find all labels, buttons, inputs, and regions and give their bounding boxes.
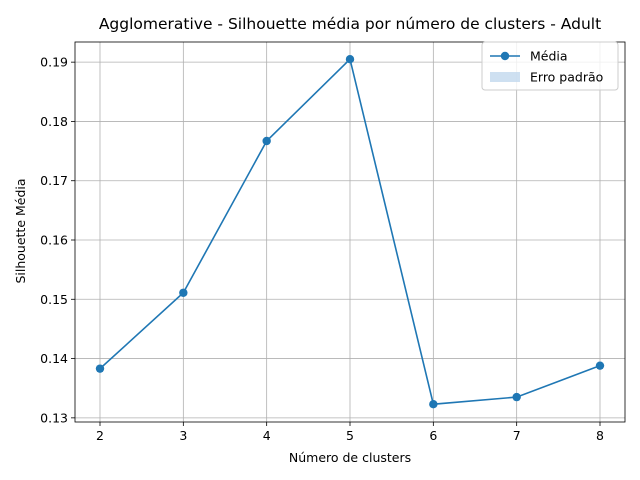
legend-patch-swatch (490, 72, 520, 82)
y-tick-label: 0.18 (40, 114, 68, 129)
y-tick-label: 0.19 (40, 55, 68, 70)
y-tick-label: 0.13 (40, 410, 68, 425)
x-tick-label: 6 (429, 428, 437, 443)
x-tick-label: 4 (263, 428, 271, 443)
data-point (512, 392, 521, 402)
legend-marker-swatch (500, 51, 510, 61)
y-tick-label: 0.16 (40, 233, 68, 248)
data-point (95, 364, 105, 373)
x-tick-label: 7 (513, 428, 521, 443)
y-tick-label: 0.14 (40, 351, 68, 366)
legend: Média Erro padrão (481, 41, 619, 91)
x-tick-label: 5 (346, 428, 354, 443)
data-point (179, 288, 188, 297)
data-point (262, 136, 271, 146)
data-point (595, 361, 605, 370)
legend-label-media: Média (530, 49, 568, 64)
y-tick-label: 0.15 (40, 292, 68, 307)
y-tick-label: 0.17 (40, 173, 68, 188)
ticks: 2 3 4 5 6 7 8 0.13 0.14 0.15 0.16 0.17 0.18 0.19 (40, 55, 604, 443)
data-point (429, 400, 438, 409)
data-point (345, 54, 355, 64)
x-tick-label: 8 (596, 428, 604, 443)
legend-label-erro-padrao: Erro padrão (530, 70, 603, 85)
chart-title: Agglomerative - Silhouette média por núm… (99, 15, 601, 33)
series-layer (95, 54, 605, 409)
x-axis-label: Número de clusters (289, 450, 411, 465)
x-tick-label: 3 (179, 428, 187, 443)
y-axis-label: Silhouette Média (13, 178, 28, 283)
x-tick-label: 2 (96, 428, 104, 443)
